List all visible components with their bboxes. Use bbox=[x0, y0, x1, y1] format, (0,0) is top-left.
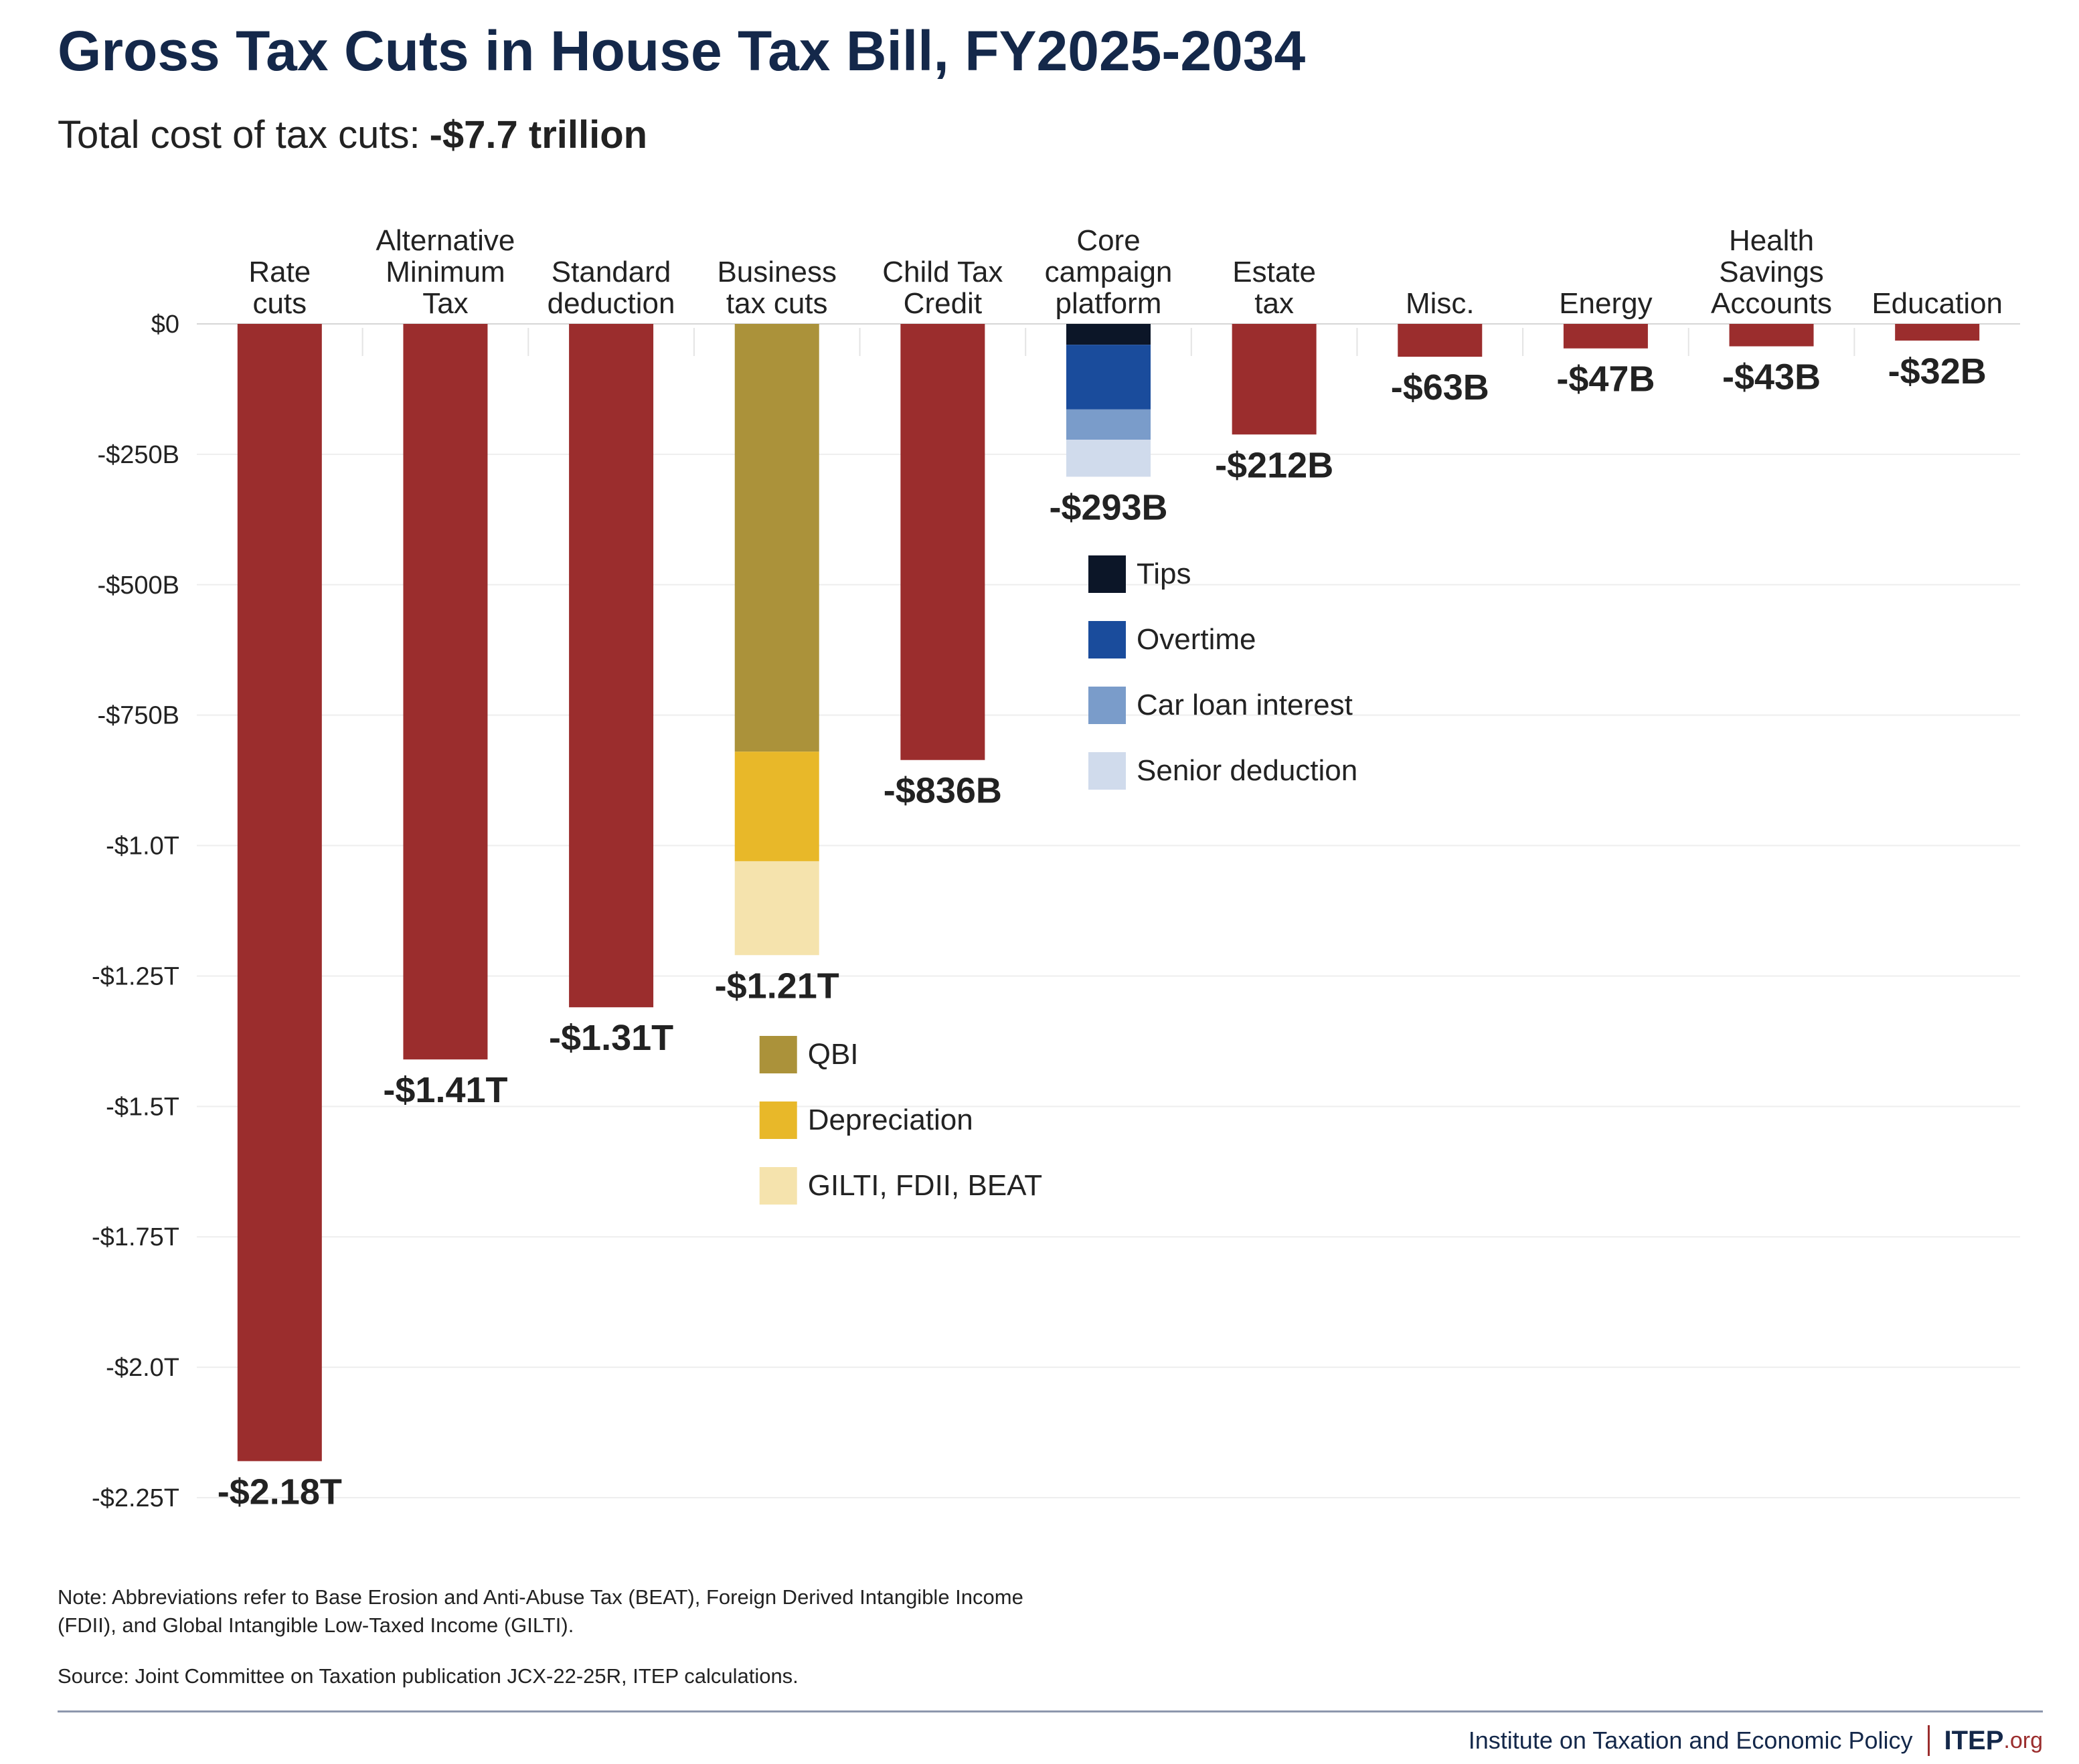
legend-label: Depreciation bbox=[808, 1104, 973, 1136]
bar-value-label: -$1.21T bbox=[715, 966, 839, 1006]
footer-separator bbox=[1927, 1725, 1930, 1756]
bar-segment bbox=[1895, 324, 1980, 341]
chart-title: Gross Tax Cuts in House Tax Bill, FY2025… bbox=[58, 19, 1306, 82]
y-tick-label: -$1.75T bbox=[92, 1223, 179, 1251]
footer-divider bbox=[58, 1710, 2043, 1712]
bar-segment bbox=[734, 324, 819, 752]
bar-value-label: -$63B bbox=[1391, 367, 1489, 408]
category-label: Accounts bbox=[1711, 287, 1832, 320]
category-label: Alternative bbox=[376, 224, 515, 257]
legend-label: Car loan interest bbox=[1137, 689, 1353, 721]
bar-segment bbox=[1066, 345, 1151, 410]
bar-segment bbox=[1232, 324, 1317, 435]
y-tick-label: -$1.25T bbox=[92, 962, 179, 990]
bar-value-label: -$212B bbox=[1215, 445, 1333, 485]
bar-chart: $0 -$250B -$500B -$750B -$1.0T -$1.25T -$1.5T -… bbox=[92, 224, 2020, 1512]
y-tick-label: -$1.5T bbox=[106, 1093, 179, 1121]
bar-segment bbox=[569, 324, 654, 1008]
bar-value-label: -$32B bbox=[1888, 351, 1987, 391]
category-label: tax cuts bbox=[726, 287, 828, 320]
category-label: Savings bbox=[1719, 256, 1824, 288]
category-label: Energy bbox=[1559, 287, 1652, 320]
category-label: Misc. bbox=[1406, 287, 1475, 320]
bar-segment bbox=[1066, 409, 1151, 440]
bar-segment bbox=[1563, 324, 1648, 349]
footnote-source: Source: Joint Committee on Taxation publ… bbox=[58, 1664, 799, 1688]
bar-segment bbox=[237, 324, 322, 1462]
category-label: campaign bbox=[1045, 256, 1173, 288]
subtitle-total-value: -$7.7 trillion bbox=[429, 113, 648, 157]
bar-segment bbox=[734, 752, 819, 861]
bar-segment bbox=[1066, 324, 1151, 345]
bar-segment bbox=[1066, 440, 1151, 477]
category-label: deduction bbox=[548, 287, 675, 320]
legend-swatch bbox=[1088, 687, 1126, 724]
bar-value-label: -$47B bbox=[1556, 359, 1655, 400]
category-label: Business bbox=[717, 256, 837, 288]
category-label: Core bbox=[1076, 224, 1140, 257]
category-label: Child Tax bbox=[882, 256, 1003, 288]
bar-segment bbox=[1729, 324, 1814, 347]
bar-segment bbox=[403, 324, 488, 1060]
itep-logo-suffix: .org bbox=[2003, 1727, 2043, 1753]
y-tick-label: -$250B bbox=[97, 441, 179, 469]
y-tick-label: -$750B bbox=[97, 702, 179, 730]
bar-segment bbox=[734, 861, 819, 956]
bar-value-label: -$1.41T bbox=[383, 1070, 507, 1110]
legend-label: QBI bbox=[808, 1038, 859, 1071]
legend-label: Tips bbox=[1137, 557, 1191, 590]
category-label: platform bbox=[1056, 287, 1162, 320]
legend-swatch bbox=[759, 1036, 797, 1073]
category-label: tax bbox=[1254, 287, 1294, 320]
bar-segment bbox=[900, 324, 985, 760]
y-tick-label: -$1.0T bbox=[106, 832, 179, 861]
legend-swatch bbox=[1088, 621, 1126, 658]
legend-swatch bbox=[1088, 555, 1126, 593]
bar-value-label: -$293B bbox=[1049, 487, 1167, 527]
legend-swatch bbox=[759, 1101, 797, 1139]
category-label: Tax bbox=[422, 287, 468, 320]
category-label: Rate bbox=[248, 256, 311, 288]
legend-label: GILTI, FDII, BEAT bbox=[808, 1169, 1042, 1202]
legend-label: Overtime bbox=[1137, 623, 1256, 656]
legend-swatch bbox=[759, 1167, 797, 1205]
bar-value-label: -$2.18T bbox=[218, 1472, 342, 1512]
legend-label: Senior deduction bbox=[1137, 754, 1357, 787]
legend-swatch bbox=[1088, 752, 1126, 790]
category-label: Standard bbox=[552, 256, 671, 288]
org-name: Institute on Taxation and Economic Polic… bbox=[1468, 1727, 1913, 1754]
bar-segment bbox=[1398, 324, 1483, 357]
subtitle-prefix: Total cost of tax cuts: bbox=[58, 113, 420, 157]
y-tick-label: -$2.25T bbox=[92, 1484, 179, 1512]
category-label: Education bbox=[1872, 287, 2003, 320]
chart-subtitle: Total cost of tax cuts: -$7.7 trillion bbox=[58, 112, 647, 157]
category-label: Estate bbox=[1232, 256, 1316, 288]
bar-value-label: -$1.31T bbox=[549, 1018, 673, 1058]
bar-value-label: -$43B bbox=[1722, 357, 1821, 398]
bar-value-label: -$836B bbox=[884, 771, 1002, 811]
footer-branding: Institute on Taxation and Economic Polic… bbox=[1469, 1725, 2043, 1756]
itep-logo: ITEP bbox=[1944, 1725, 2004, 1755]
y-tick-label: $0 bbox=[151, 311, 179, 339]
y-tick-label: -$500B bbox=[97, 571, 179, 600]
category-label: Credit bbox=[904, 287, 982, 320]
category-label: Minimum bbox=[386, 256, 505, 288]
footnote-note: Note: Abbreviations refer to Base Erosio… bbox=[58, 1585, 1023, 1637]
category-label: Health bbox=[1729, 224, 1814, 257]
y-tick-label: -$2.0T bbox=[106, 1354, 179, 1382]
category-label: cuts bbox=[252, 287, 307, 320]
